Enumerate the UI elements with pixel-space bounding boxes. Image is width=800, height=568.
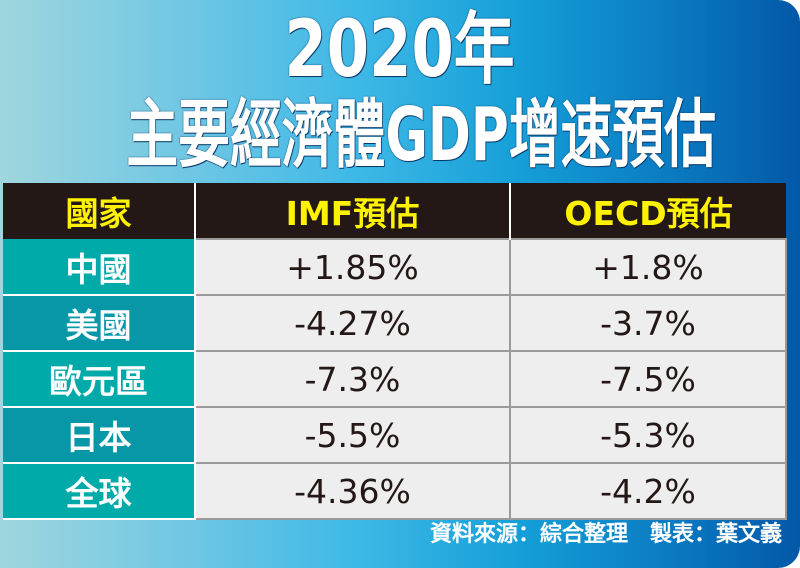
country-label: 歐元區 [3,351,196,408]
country-label: 美國 [3,295,196,352]
imf-value: -4.27% [194,294,511,352]
title-year: 2020年 [284,5,516,95]
table-row: 歐元區 -7.3% -7.5% [3,350,787,408]
table-row: 美國 -4.27% -3.7% [3,294,787,352]
source-credit: 資料來源：綜合整理 製表：葉文義 [429,522,782,547]
oecd-value: -4.2% [509,462,787,520]
country-label: 日本 [3,407,196,464]
header-oecd: OECD預估 [510,183,786,239]
country-label: 中國 [3,239,196,296]
imf-value: +1.85% [194,238,511,296]
header-imf: IMF預估 [195,183,511,239]
imf-value: -4.36% [194,462,511,520]
table-row: 全球 -4.36% -4.2% [3,462,787,520]
header-country: 國家 [3,183,196,239]
imf-value: -5.5% [194,406,511,464]
oecd-value: -5.3% [509,406,787,464]
oecd-value: +1.8% [509,238,787,296]
table-header-row: 國家 IMF預估 OECD預估 [3,183,786,239]
title-main: 主要經濟體GDP增速預估 [126,92,717,178]
country-label: 全球 [3,463,196,520]
oecd-value: -3.7% [509,294,787,352]
table-row: 日本 -5.5% -5.3% [3,406,787,464]
oecd-value: -7.5% [509,350,787,408]
gdp-forecast-table: 國家 IMF預估 OECD預估 中國 +1.85% +1.8% 美國 -4.27… [3,183,787,520]
table-row: 中國 +1.85% +1.8% [3,238,787,296]
imf-value: -7.3% [194,350,511,408]
